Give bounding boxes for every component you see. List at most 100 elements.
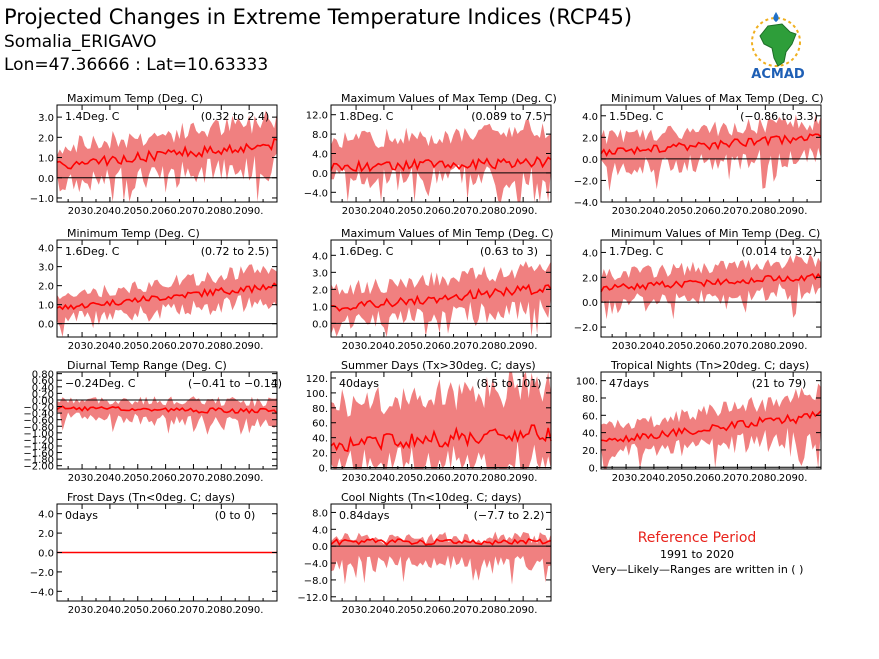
page-title: Projected Changes in Extreme Temperature…: [4, 5, 633, 29]
y-tick-label: 20.: [312, 449, 328, 460]
y-tick-label: 0.80: [32, 370, 54, 381]
y-tick-label: 3.0: [38, 263, 54, 274]
y-tick-label: 2.0: [582, 273, 598, 284]
y-tick-label: 4.0: [312, 251, 328, 262]
x-tick-label: 2060.: [695, 473, 724, 484]
y-tick-label: −0.40: [23, 409, 54, 420]
y-tick-label: 80.: [312, 404, 328, 415]
y-tick-label: −1.00: [23, 429, 54, 440]
chart-10: 2030. 2040. 2050. 2060. 2070. 2080. 2090. −4.0 −…: [30, 491, 278, 616]
reference-period-title: Reference Period: [637, 530, 757, 546]
median-line: [330, 424, 552, 453]
x-tick-label: 2050.: [397, 605, 426, 616]
x-tick-label: 2070.: [179, 206, 208, 217]
x-tick-label: 2040.: [96, 473, 125, 484]
x-tick-label: 2030.: [342, 206, 371, 217]
likely-range: (−0.86 to 3.3): [740, 110, 818, 123]
x-tick-label: 2070.: [179, 341, 208, 352]
range-band: [331, 531, 551, 585]
change-summary: 1.6Deg. C: [65, 245, 120, 258]
likely-range: (0 to 0): [215, 509, 256, 522]
x-tick-label: 2060.: [425, 341, 454, 352]
y-tick-label: −0.80: [23, 422, 54, 433]
y-tick-label: −0.20: [23, 403, 54, 414]
change-summary: 1.7Deg. C: [609, 245, 664, 258]
y-tick-label: 2.0: [312, 285, 328, 296]
x-tick-label: 2040.: [370, 605, 399, 616]
chart-title: Tropical Nights (Tn>20deg. C; days): [610, 359, 809, 372]
likely-range: (0.72 to 2.5): [201, 245, 270, 258]
chart-title: Summer Days (Tx>30deg. C; days): [341, 359, 536, 372]
coordinates-label: Lon=47.36666 : Lat=10.63333: [4, 55, 269, 75]
range-band: [57, 396, 277, 435]
likely-range: (0.63 to 3): [480, 245, 538, 258]
logo-text: ACMAD: [751, 67, 805, 82]
median-line: [330, 283, 552, 312]
y-tick-label: 80.: [582, 394, 598, 405]
chart-5: 2030. 2040. 2050. 2060. 2070. 2080. 2090. 0.0 1.…: [312, 227, 553, 352]
reference-range-note: Very—Likely—Ranges are written in ( ): [592, 563, 804, 576]
y-tick-label: 4.0: [38, 244, 54, 255]
range-band: [601, 114, 821, 192]
x-tick-label: 2050.: [397, 206, 426, 217]
median-line: [56, 282, 278, 311]
x-tick-label: 2060.: [151, 605, 180, 616]
chart-title: Maximum Values of Max Temp (Deg. C): [341, 92, 557, 105]
x-tick-label: 2040.: [96, 605, 125, 616]
chart-title: Minimum Values of Max Temp (Deg. C): [611, 92, 824, 105]
y-tick-label: −1.0: [30, 194, 54, 205]
x-tick-label: 2030.: [612, 473, 641, 484]
x-tick-label: 2080.: [481, 206, 510, 217]
x-tick-label: 2070.: [453, 206, 482, 217]
y-tick-label: −1.40: [23, 442, 54, 453]
y-tick-label: −1.80: [23, 455, 54, 466]
likely-range: (0.32 to 2.4): [201, 110, 270, 123]
x-tick-label: 2070.: [723, 473, 752, 484]
chart-1: 2030. 2040. 2050. 2060. 2070. 2080. 2090. −1.0 0…: [30, 92, 278, 217]
y-tick-label: 3.0: [38, 113, 54, 124]
x-tick-label: 2050.: [667, 473, 696, 484]
chart-title: Diurnal Temp Range (Deg. C): [67, 359, 227, 372]
y-tick-label: 0.00: [32, 396, 54, 407]
change-summary: −0.24Deg. C: [65, 377, 136, 390]
y-tick-label: 0.0: [312, 542, 328, 553]
x-tick-label: 2050.: [667, 341, 696, 352]
y-tick-label: 60.: [582, 411, 598, 422]
y-tick-label: −2.0: [574, 323, 598, 334]
chart-title: Frost Days (Tn<0deg. C; days): [67, 491, 235, 504]
y-tick-label: 12.0: [306, 111, 328, 122]
x-tick-label: 2080.: [481, 605, 510, 616]
likely-range: (−7.7 to 2.2): [474, 509, 545, 522]
y-tick-label: −8.0: [304, 576, 328, 587]
plot-frame: [330, 503, 552, 602]
y-tick-label: −1.60: [23, 449, 54, 460]
y-tick-label: −4.0: [304, 559, 328, 570]
x-tick-label: 2050.: [123, 605, 152, 616]
plot-frame: [56, 239, 278, 338]
x-tick-label: 2040.: [370, 473, 399, 484]
y-tick-label: 4.0: [38, 510, 54, 521]
y-tick-label: 120.: [306, 374, 328, 385]
change-summary: 40days: [339, 377, 379, 390]
y-tick-label: 100.: [306, 389, 328, 400]
x-tick-label: 2030.: [612, 341, 641, 352]
likely-range: (0.089 to 7.5): [471, 110, 547, 123]
x-tick-label: 2030.: [68, 473, 97, 484]
y-tick-label: 2.0: [38, 529, 54, 540]
x-tick-label: 2080.: [207, 206, 236, 217]
y-tick-label: 20.: [582, 446, 598, 457]
plot-frame: [600, 239, 822, 338]
y-tick-label: −12.0: [297, 593, 328, 604]
median-line: [330, 537, 552, 546]
y-tick-label: 3.0: [312, 268, 328, 279]
plot-frame: [56, 104, 278, 203]
x-tick-label: 2030.: [342, 341, 371, 352]
y-tick-label: 1.0: [312, 302, 328, 313]
y-tick-label: 2.0: [38, 133, 54, 144]
y-tick-label: 0.0: [312, 319, 328, 330]
y-tick-label: −2.0: [574, 176, 598, 187]
chart-title: Minimum Temp (Deg. C): [67, 227, 200, 240]
x-tick-label: 2040.: [640, 473, 669, 484]
likely-range: (8.5 to 101): [476, 377, 541, 390]
